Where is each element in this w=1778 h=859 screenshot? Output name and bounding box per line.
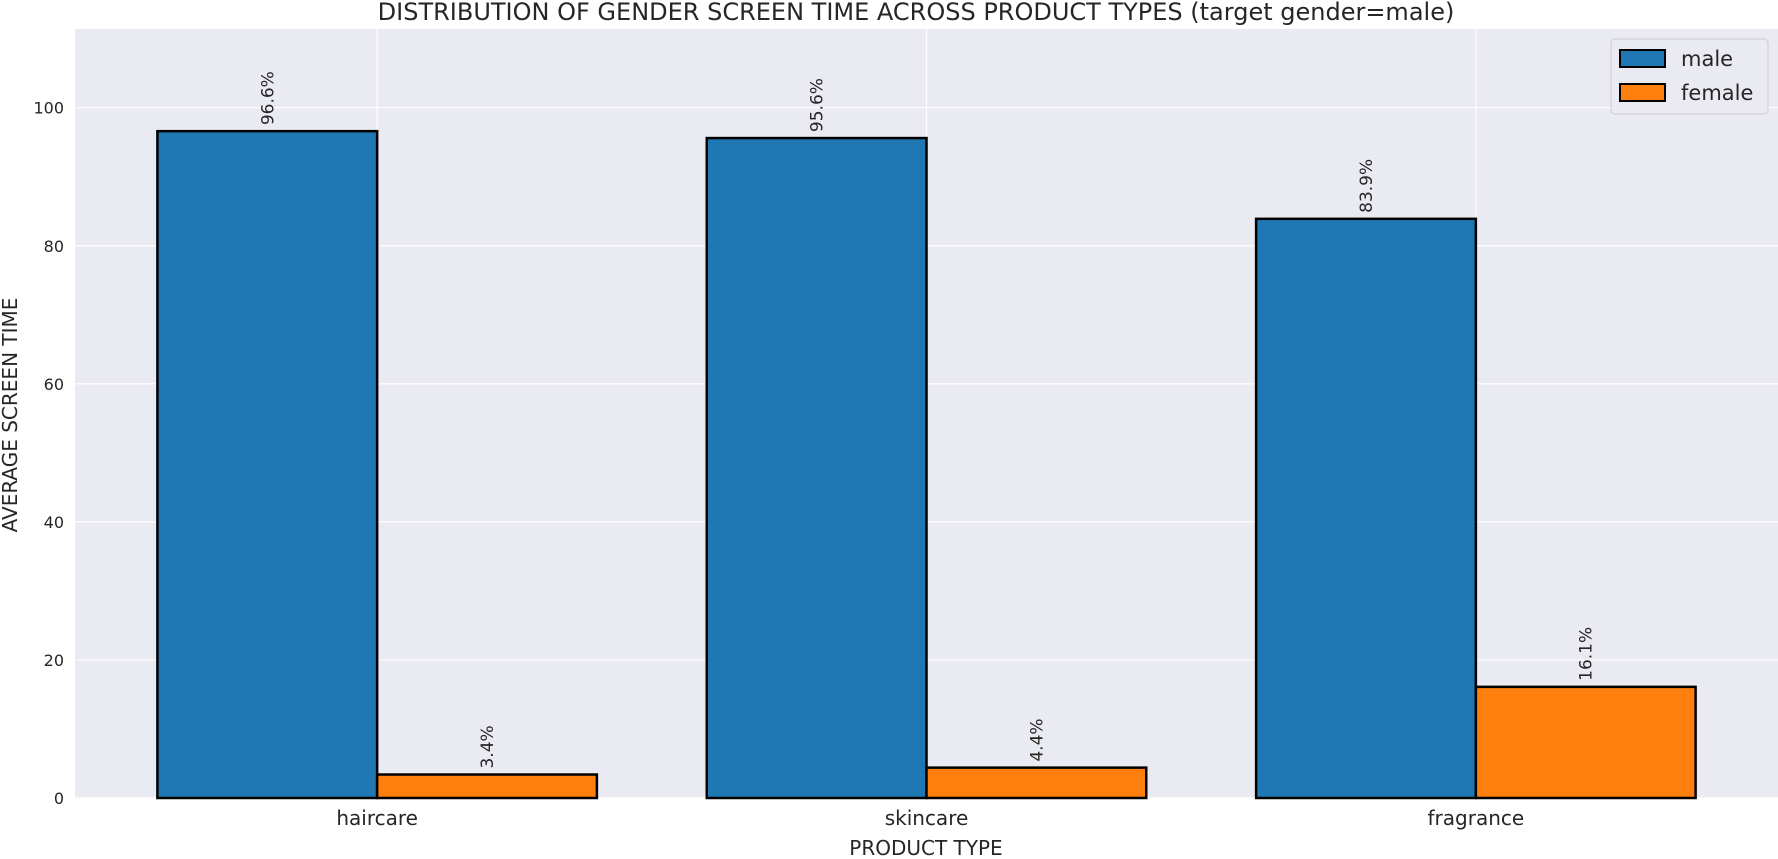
x-axis-ticks: haircare skincare fragrance: [336, 806, 1524, 830]
data-label: 83.9%: [1357, 159, 1377, 213]
y-tick-label: 0: [54, 789, 64, 808]
bar-male-haircare: [156, 129, 379, 800]
y-axis-ticks: 0 20 40 60 80 100: [33, 99, 64, 808]
legend-swatch-female: [1619, 83, 1666, 102]
y-tick-label: 80: [44, 237, 64, 256]
legend-label-male: male: [1681, 47, 1733, 71]
x-axis-title: PRODUCT TYPE: [849, 836, 1002, 859]
x-tick-label: haircare: [336, 806, 418, 830]
data-label: 3.4%: [478, 725, 498, 768]
bar-male-fragrance: [1254, 217, 1478, 800]
bar-male-skincare: [705, 136, 928, 800]
data-label: 4.4%: [1027, 718, 1047, 761]
bar-female-fragrance: [1474, 685, 1697, 800]
y-tick-label: 100: [33, 99, 64, 118]
chart-title: DISTRIBUTION OF GENDER SCREEN TIME ACROS…: [378, 0, 1455, 26]
y-tick-label: 20: [44, 651, 64, 670]
bar-female-skincare: [925, 766, 1148, 800]
data-labels: 96.6% 95.6% 83.9% 3.4% 4.4% 16.1%: [258, 71, 1596, 768]
legend-swatch-male: [1619, 49, 1666, 68]
bar-female-haircare: [375, 773, 599, 800]
data-label: 96.6%: [258, 71, 278, 125]
y-tick-label: 40: [44, 513, 64, 532]
x-tick-label: fragrance: [1428, 806, 1525, 830]
bars: [156, 129, 1697, 800]
x-tick-label: skincare: [885, 806, 969, 830]
legend: male female: [1610, 38, 1769, 115]
data-label: 16.1%: [1577, 627, 1597, 681]
data-label: 95.6%: [808, 78, 828, 132]
y-tick-label: 60: [44, 375, 64, 394]
legend-label-female: female: [1681, 81, 1753, 105]
y-axis-title: AVERAGE SCREEN TIME: [0, 298, 22, 533]
